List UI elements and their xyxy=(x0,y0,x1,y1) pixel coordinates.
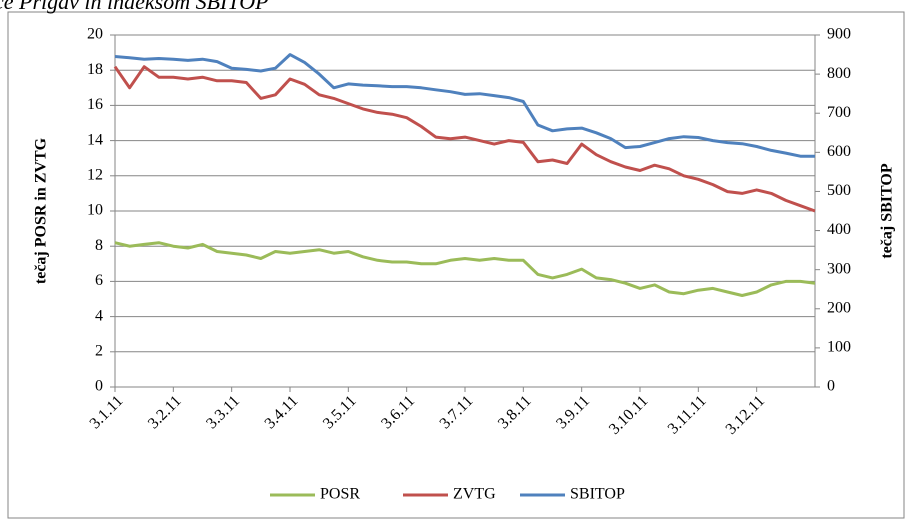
y-tick-label: 12 xyxy=(87,166,103,183)
x-tick-label: 3.3.11 xyxy=(203,392,243,432)
series-line xyxy=(113,65,816,213)
y2-tick-label: 300 xyxy=(827,260,851,277)
chart-title: ce Prigav in indeksom SBITOP xyxy=(0,0,269,14)
x-tick-label: 3.7.11 xyxy=(437,392,477,432)
y2-tick-label: 0 xyxy=(827,378,835,395)
x-tick-label: 3.11.11 xyxy=(665,392,710,437)
y2-tick-label: 800 xyxy=(827,65,851,82)
y-tick-label: 4 xyxy=(95,307,103,324)
y-tick-label: 8 xyxy=(95,237,103,254)
x-tick-label: 3.4.11 xyxy=(262,392,302,432)
y2-tick-label: 900 xyxy=(827,26,851,43)
chart-border xyxy=(7,11,905,519)
x-tick-label: 3.6.11 xyxy=(378,392,418,432)
y-tick-label: 14 xyxy=(87,131,103,148)
y2-tick-label: 700 xyxy=(827,104,851,121)
x-tick-label: 3.1.11 xyxy=(87,392,127,432)
x-tick-label: 3.5.11 xyxy=(320,392,360,432)
y-tick-label: 16 xyxy=(87,96,103,113)
y-tick-label: 2 xyxy=(95,342,103,359)
x-tick-label: 3.10.11 xyxy=(606,392,652,438)
series-line xyxy=(114,241,816,297)
y2-tick-label: 200 xyxy=(827,299,851,316)
y-tick-label: 18 xyxy=(87,61,103,78)
series-line xyxy=(114,53,815,158)
x-tick-label: 3.8.11 xyxy=(495,392,535,432)
legend-label: SBITOP xyxy=(570,486,625,503)
y-tick-label: 10 xyxy=(87,202,103,219)
legend-label: ZVTG xyxy=(453,486,496,503)
y2-tick-label: 400 xyxy=(827,221,851,238)
x-tick-label: 3.12.11 xyxy=(723,392,769,438)
y2-axis-title: tečaj SBITOP xyxy=(879,163,896,258)
y-axis-title: tečaj POSR in ZVTG xyxy=(33,137,50,284)
y-tick-label: 0 xyxy=(95,378,103,395)
x-tick-label: 3.2.11 xyxy=(145,392,185,432)
y2-tick-label: 500 xyxy=(827,182,851,199)
y-tick-label: 20 xyxy=(87,26,103,43)
legend-label: POSR xyxy=(320,486,360,503)
y2-tick-label: 600 xyxy=(827,143,851,160)
y-tick-label: 6 xyxy=(95,272,103,289)
y2-tick-label: 100 xyxy=(827,339,851,356)
x-tick-label: 3.9.11 xyxy=(553,392,593,432)
